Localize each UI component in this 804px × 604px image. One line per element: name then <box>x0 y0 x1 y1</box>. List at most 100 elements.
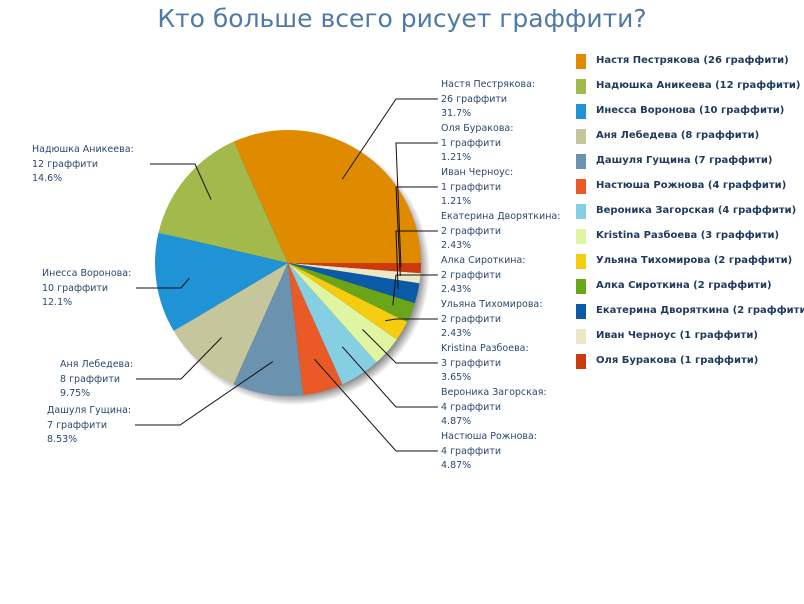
data-label: Настюша Рожнова: 4 граффити 4.87% <box>441 430 537 474</box>
leader-line <box>135 361 274 426</box>
data-label-percent: 3.65% <box>441 372 472 383</box>
data-label-name: Алка Сироткина: <box>441 255 526 266</box>
legend-swatch <box>576 254 586 269</box>
data-label-percent: 4.87% <box>441 460 472 471</box>
data-label-count-label: 3 граффити <box>441 357 502 369</box>
pie-slice[interactable] <box>288 263 377 385</box>
legend-swatch <box>576 104 586 119</box>
legend-label: Надюшка Аникеева (12 граффити) <box>596 80 801 91</box>
legend-swatch <box>576 304 586 319</box>
leader-line <box>395 142 438 268</box>
legend-swatch <box>576 179 586 194</box>
legend-swatch <box>576 79 586 94</box>
data-label-percent: 4.87% <box>441 416 472 427</box>
leader-line <box>395 186 438 276</box>
data-label-percent: 9.75% <box>60 388 91 399</box>
leader-line <box>362 329 438 364</box>
data-label: Аня Лебедева: 8 граффити 9.75% <box>60 358 133 402</box>
legend-swatch <box>576 329 586 344</box>
pie-slice[interactable] <box>288 263 397 363</box>
pie-slice[interactable] <box>288 263 343 396</box>
data-label-percent: 31.7% <box>441 108 472 119</box>
data-label: Инесса Воронова: 10 граффити 12.1% <box>42 267 131 311</box>
data-label: Екатерина Дворяткина: 2 граффити 2.43% <box>441 210 560 254</box>
data-label-name: Настюша Рожнова: <box>441 431 537 442</box>
legend-label: Оля Буракова (1 граффити) <box>596 355 759 366</box>
legend-label: Аня Лебедева (8 граффити) <box>596 130 760 141</box>
data-label-percent: 8.53% <box>47 434 78 445</box>
leader-line <box>136 337 222 380</box>
data-label-name: Екатерина Дворяткина: <box>441 211 561 222</box>
data-label-count-label: 1 граффити <box>441 181 502 193</box>
data-label-count-label: 2 граффити <box>441 225 502 237</box>
legend-swatch <box>576 229 586 244</box>
data-label: Настя Пестрякова: 26 граффити 31.7% <box>441 78 535 122</box>
data-label: Kristina Разбоева: 3 граффити 3.65% <box>441 342 529 386</box>
data-label: Иван Черноус: 1 граффити 1.21% <box>441 166 513 210</box>
data-label-count-label: 8 граффити <box>60 373 121 385</box>
data-label-name: Оля Буракова: <box>441 123 514 134</box>
data-label-count-label: 12 граффити <box>32 158 99 170</box>
pie-slice[interactable] <box>288 263 421 284</box>
legend-label: Настя Пестрякова (26 граффити) <box>596 55 789 66</box>
pie-slice[interactable] <box>233 130 421 263</box>
legend-label: Иван Черноус (1 граффити) <box>596 330 758 341</box>
data-label-percent: 1.21% <box>441 152 472 163</box>
legend-label: Kristina Разбоева (3 граффити) <box>596 230 780 241</box>
pie-slice[interactable] <box>158 141 288 263</box>
pie-slice[interactable] <box>154 232 288 331</box>
data-label-percent: 2.43% <box>441 284 472 295</box>
leader-line <box>392 274 438 306</box>
data-label: Ульяна Тихомирова: 2 граффити 2.43% <box>441 298 542 342</box>
data-label-count-label: 10 граффити <box>42 282 109 294</box>
leader-line <box>395 230 438 289</box>
legend-swatch <box>576 354 586 369</box>
leader-line <box>314 358 438 452</box>
legend-label: Дашуля Гущина (7 граффити) <box>596 155 773 166</box>
legend-label: Ульяна Тихомирова (2 граффити) <box>596 255 793 266</box>
leader-line <box>341 98 438 180</box>
legend-swatch <box>576 204 586 219</box>
data-label: Алка Сироткина: 2 граффити 2.43% <box>441 254 525 298</box>
data-label-name: Аня Лебедева: <box>60 359 134 370</box>
data-label-name: Ульяна Тихомирова: <box>441 299 543 310</box>
data-label-name: Инесса Воронова: <box>42 268 132 279</box>
leader-line <box>150 163 212 200</box>
legend-label: Екатерина Дворяткина (2 граффити) <box>596 305 804 316</box>
legend-label: Настюша Рожнова (4 граффити) <box>596 180 787 191</box>
pie-slice[interactable] <box>233 263 304 396</box>
legend-swatch <box>576 279 586 294</box>
legend-swatch <box>576 54 586 69</box>
data-label-name: Kristina Разбоева: <box>441 343 529 354</box>
data-label-name: Вероника Загорская: <box>441 387 547 398</box>
data-label: Оля Буракова: 1 граффити 1.21% <box>441 122 513 166</box>
data-label-count-label: 4 граффити <box>441 401 502 413</box>
data-label-percent: 14.6% <box>32 173 63 184</box>
pie-slice[interactable] <box>288 263 408 340</box>
leader-line <box>385 318 438 322</box>
data-label: Дашуля Гущина: 7 граффити 8.53% <box>47 404 131 448</box>
leader-line <box>136 277 190 289</box>
leader-line <box>341 346 438 408</box>
data-label-count-label: 2 граффити <box>441 313 502 325</box>
data-label: Надюшка Аникеева: 12 граффити 14.6% <box>32 143 134 187</box>
data-label-count-label: 26 граффити <box>441 93 508 105</box>
data-label-count-label: 4 граффити <box>441 445 502 457</box>
legend-label: Вероника Загорская (4 граффити) <box>596 205 797 216</box>
legend-swatch <box>576 129 586 144</box>
data-label-count-label: 1 граффити <box>441 137 502 149</box>
data-label-name: Иван Черноус: <box>441 167 514 178</box>
data-label-count-label: 7 граффити <box>47 419 108 431</box>
pie-slice[interactable] <box>288 263 420 304</box>
data-label-name: Дашуля Гущина: <box>47 405 132 416</box>
data-label: Вероника Загорская: 4 граффити 4.87% <box>441 386 547 430</box>
data-label-name: Надюшка Аникеева: <box>32 144 134 155</box>
pie-slice[interactable] <box>173 263 288 385</box>
data-label-percent: 2.43% <box>441 240 472 251</box>
legend-swatch <box>576 154 586 169</box>
legend-label: Алка Сироткина (2 граффити) <box>596 280 772 291</box>
pie-slice[interactable] <box>288 263 421 274</box>
data-label-name: Настя Пестрякова: <box>441 79 536 90</box>
pie-slice[interactable] <box>288 263 415 323</box>
